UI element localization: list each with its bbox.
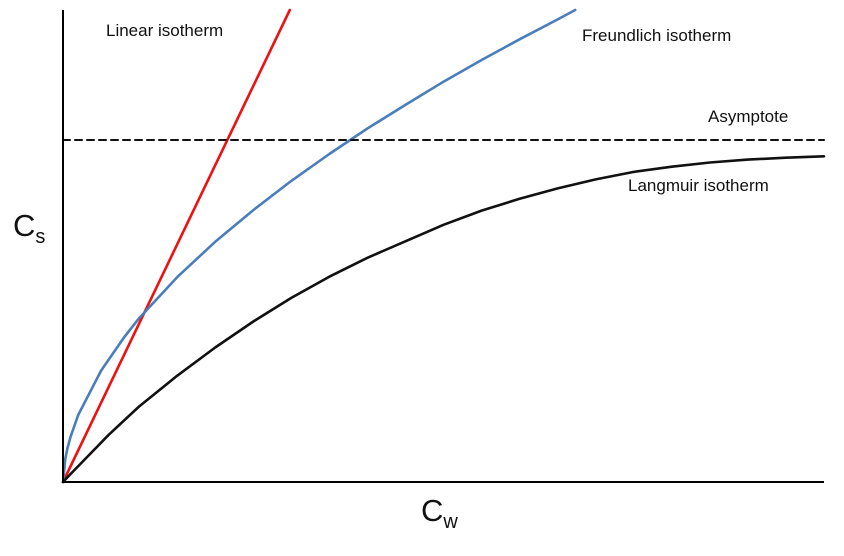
label-freundlich-isotherm: Freundlich isotherm — [582, 26, 732, 45]
series-freundlich — [61, 8, 577, 484]
label-langmuir-isotherm: Langmuir isotherm — [628, 176, 769, 195]
x-axis-label: Cw — [421, 493, 458, 534]
series-linear — [61, 8, 292, 484]
y-axis-label-sub: s — [35, 226, 46, 249]
y-axis-label-main: C — [13, 208, 36, 243]
x-axis-label-main: C — [421, 493, 444, 528]
series-langmuir — [61, 155, 826, 484]
series-group — [61, 8, 826, 484]
y-axis-label: Cs — [13, 208, 45, 249]
label-linear-isotherm: Linear isotherm — [106, 21, 224, 40]
x-axis-label-sub: w — [443, 511, 458, 534]
label-asymptote: Asymptote — [708, 107, 789, 126]
